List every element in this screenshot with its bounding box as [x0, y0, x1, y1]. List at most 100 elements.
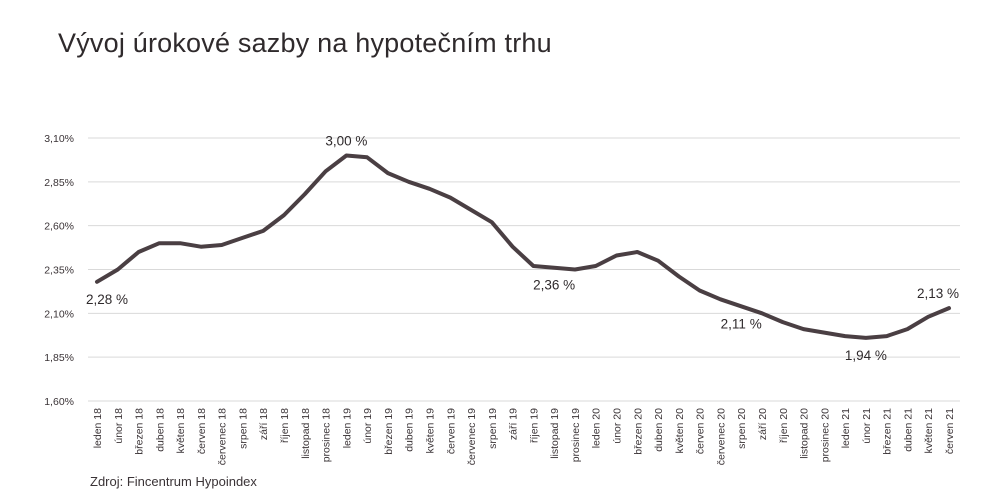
data-point — [199, 245, 203, 248]
x-tick-label: prosinec 18 — [321, 408, 333, 462]
x-tick-label: prosinec 20 — [819, 408, 831, 462]
data-point — [241, 236, 244, 240]
x-tick-label: duben 19 — [404, 408, 416, 452]
x-tick-label: červen 21 — [944, 408, 956, 454]
x-axis-ticks: leden 18 únor 18 březen 18 duben 18 květen 1… — [92, 408, 956, 465]
x-tick-label: červen 19 — [445, 408, 457, 454]
data-point — [137, 250, 140, 254]
x-tick-label: únor 21 — [861, 408, 873, 444]
data-point — [469, 208, 473, 212]
x-tick-label: únor 19 — [362, 408, 374, 444]
x-tick-label: listopad 19 — [549, 408, 561, 459]
x-tick-label: květen 21 — [923, 408, 935, 454]
data-point — [511, 245, 514, 248]
x-tick-label: duben 20 — [653, 408, 665, 452]
x-tick-label: květen 20 — [674, 408, 686, 454]
x-tick-label: prosinec 19 — [570, 408, 582, 462]
data-label: 2,36 % — [533, 278, 575, 293]
y-tick-label: 3,10% — [44, 133, 74, 145]
data-point — [303, 192, 307, 196]
data-point — [656, 259, 660, 262]
data-point — [428, 187, 431, 191]
data-point — [823, 331, 826, 334]
data-point — [636, 250, 639, 254]
x-tick-label: leden 19 — [341, 408, 353, 448]
data-point — [760, 312, 764, 315]
x-tick-label: srpen 19 — [487, 408, 499, 449]
x-tick-label: květen 19 — [424, 408, 436, 454]
gridlines — [88, 137, 960, 402]
y-tick-label: 1,85% — [44, 352, 74, 364]
x-tick-label: únor 20 — [612, 408, 624, 444]
x-tick-label: říjen 20 — [778, 408, 790, 443]
data-point — [220, 243, 223, 247]
x-tick-label: duben 21 — [902, 408, 914, 452]
data-point — [158, 242, 161, 245]
data-point — [615, 254, 618, 257]
data-point — [490, 220, 494, 224]
series-layer — [95, 153, 951, 340]
x-tick-label: červen 18 — [196, 408, 208, 454]
data-label: 2,11 % — [721, 316, 762, 331]
data-point — [843, 334, 847, 338]
data-label: 3,00 % — [325, 134, 367, 149]
x-tick-label: leden 21 — [840, 408, 852, 448]
x-tick-label: duben 18 — [154, 408, 166, 452]
data-point — [95, 280, 99, 283]
data-point — [116, 268, 119, 271]
x-tick-label: březen 20 — [632, 408, 644, 455]
data-point — [719, 298, 722, 301]
y-tick-label: 2,35% — [44, 265, 74, 277]
x-tick-label: září 19 — [508, 408, 520, 440]
x-tick-label: říjen 19 — [528, 408, 540, 443]
data-point — [947, 306, 951, 310]
data-point — [781, 320, 784, 324]
data-point — [532, 264, 535, 268]
data-annotations: 2,28 % 3,00 % 2,36 % 2,11 % 1,94 % 2,13 % — [86, 134, 959, 363]
data-label: 1,94 % — [845, 348, 887, 363]
source-note: Zdroj: Fincentrum Hypoindex — [90, 474, 257, 489]
data-point — [407, 180, 410, 184]
x-tick-label: květen 18 — [175, 408, 187, 454]
x-tick-label: listopad 18 — [300, 408, 312, 459]
data-label: 2,13 % — [917, 286, 959, 301]
data-point — [573, 268, 577, 271]
y-tick-label: 2,60% — [44, 221, 74, 233]
x-tick-label: březen 18 — [134, 408, 146, 455]
data-point — [885, 334, 888, 338]
x-tick-label: srpen 18 — [237, 408, 249, 449]
data-point — [906, 327, 909, 331]
data-point — [594, 264, 597, 268]
data-point — [802, 327, 805, 331]
x-tick-label: září 20 — [757, 408, 769, 440]
x-tick-label: březen 19 — [383, 408, 395, 455]
data-point — [282, 213, 286, 217]
data-point — [178, 242, 182, 245]
data-point — [386, 171, 390, 175]
data-label: 2,28 % — [86, 292, 128, 307]
y-tick-label: 2,85% — [44, 177, 74, 189]
x-tick-label: leden 18 — [92, 408, 104, 448]
chart-title: Vývoj úrokové sazby na hypotečním trhu — [58, 28, 552, 58]
y-tick-label: 2,10% — [44, 308, 74, 320]
series-line — [95, 153, 951, 340]
data-point — [365, 156, 369, 159]
x-tick-label: září 18 — [258, 408, 270, 440]
data-point — [262, 229, 265, 233]
x-tick-label: leden 20 — [591, 408, 603, 448]
x-tick-label: srpen 20 — [736, 408, 748, 449]
data-point — [552, 266, 556, 269]
data-point — [677, 275, 681, 278]
data-point — [864, 336, 868, 340]
x-tick-label: červenec 18 — [217, 408, 229, 465]
x-tick-label: červenec 20 — [715, 408, 727, 465]
x-tick-label: říjen 18 — [279, 408, 291, 443]
x-tick-label: červen 20 — [695, 408, 707, 454]
x-tick-label: červenec 19 — [466, 408, 478, 465]
data-point — [927, 315, 930, 319]
data-point — [698, 289, 701, 292]
data-point — [324, 170, 327, 173]
data-point — [345, 154, 348, 157]
x-tick-label: listopad 20 — [799, 408, 811, 459]
